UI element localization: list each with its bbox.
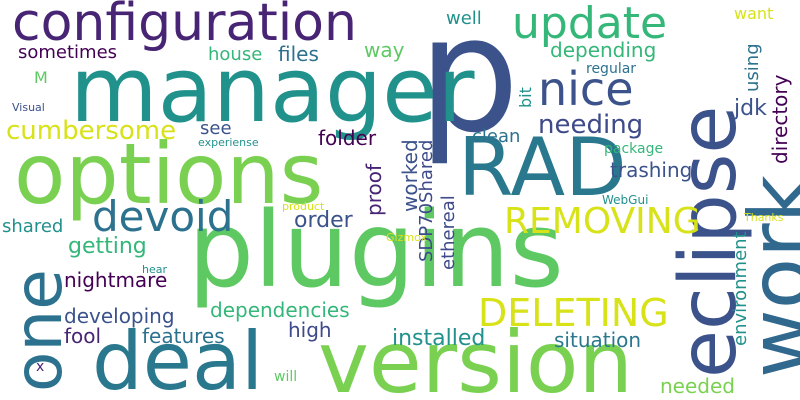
word-order: order [294,208,353,233]
word-house: house [208,44,263,65]
word-hear: hear [142,263,168,276]
word-rad: RAD [458,121,627,214]
word-shared: shared [2,216,64,237]
word-see: see [200,118,232,139]
word-developing: developing [64,304,175,328]
word-environment: environment [730,231,751,346]
word-cumbersome: cumbersome [6,116,177,146]
word-regular: regular [586,61,637,77]
word-folder: folder [318,126,377,150]
word-directory: directory [768,74,792,164]
word-m: M [34,68,48,87]
word-devoid: devoid [92,192,234,241]
word-visual: Visual [12,101,45,114]
word-want: want [734,4,774,23]
word-proof: proof [362,164,386,216]
word-high: high [288,318,332,342]
word-thanks: Thanks [744,211,784,224]
word-trashing: trashing [610,158,693,182]
word-removing: REMOVING [504,201,701,242]
word-version: version [318,313,633,400]
word-experiense: experiense [198,136,259,149]
word-package: package [604,141,664,157]
word-product: product [282,200,325,213]
word-plugins: plugins [188,189,564,311]
word-installed: installed [392,326,486,351]
word-bit: bit [516,87,535,108]
word-fool: fool [64,324,102,348]
word-deleting: DELETING [478,291,669,335]
word-way: way [364,38,405,62]
word-gizmox: Gizmox [386,231,427,244]
word-p: p [418,0,520,168]
word-dependencies: dependencies [210,298,350,322]
word-depending: depending [550,38,657,62]
word-situation: situation [554,328,642,352]
word-clean: clean [472,126,521,147]
word-needed: needed [660,374,735,398]
word-files: files [278,42,319,66]
word-options: options [14,125,324,223]
word-needing: needing [538,110,644,140]
word-will: will [274,369,298,385]
word-configuration: configuration [12,0,357,53]
word-nice: nice [538,62,634,116]
word-jdk: jdk [734,96,767,121]
word-manager: manager [70,38,475,143]
word-using: using [742,43,763,92]
word-deal: deal [92,315,264,400]
word-update: update [512,0,668,49]
word-x: x [36,359,45,375]
word-getting: getting [68,234,147,259]
word-well: well [446,8,482,29]
word-nightmare: nightmare [64,268,168,292]
word-features: features [142,324,225,348]
word-ethereal: ethereal [438,195,459,270]
word-sometimes: sometimes [18,42,118,63]
word-webgui: WebGui [602,193,649,207]
